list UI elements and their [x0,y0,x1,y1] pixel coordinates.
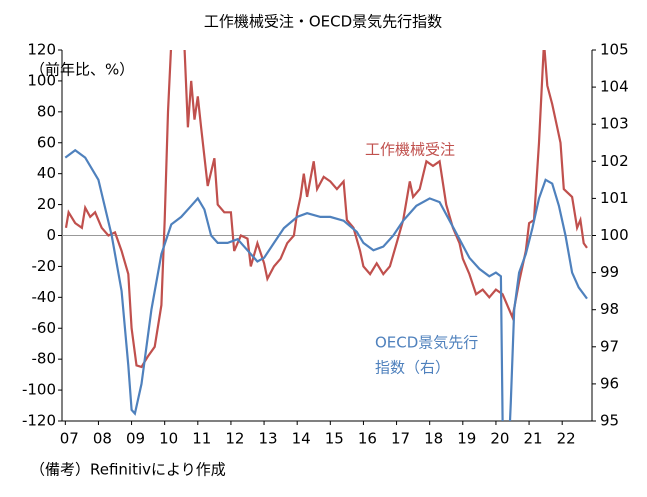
series-line [64,50,588,369]
x-tick-label: 21 [524,430,543,448]
y-tick-label: -20 [32,257,57,275]
y-tick-label: 60 [37,133,56,151]
chart-title: 工作機械受注・OECD景気先行指数 [204,13,442,31]
annotation: 指数（右） [375,359,450,377]
y2-tick-label: 99 [600,263,619,281]
x-tick-label: 18 [424,430,443,448]
y-tick-label: -100 [22,381,56,399]
y-tick-label: -120 [22,412,56,430]
note: （備考）Refinitivにより作成 [30,461,226,479]
y2-tick-label: 101 [600,189,629,207]
y-tick-label: 0 [46,226,56,244]
y2-tick-label: 100 [600,226,629,244]
x-tick-label: 20 [490,430,509,448]
y2-tick-label: 103 [600,115,629,133]
x-tick-label: 22 [557,430,576,448]
y2-tick-label: 96 [600,374,619,392]
x-tick-label: 14 [292,430,311,448]
y2-tick-label: 104 [600,78,629,96]
y-axis-label: （前年比、%） [30,61,134,79]
x-tick-label: 08 [93,430,112,448]
x-tick-label: 15 [325,430,344,448]
y-tick-label: 80 [37,102,56,120]
x-tick-label: 11 [192,430,211,448]
y-tick-label: -40 [32,288,57,306]
y-tick-label: -80 [32,350,57,368]
annotation: OECD景気先行 [375,334,478,352]
y-tick-label: 20 [37,195,56,213]
y2-tick-label: 97 [600,337,619,355]
y2-tick-label: 95 [600,412,619,430]
y2-tick-label: 105 [600,41,629,59]
x-tick-label: 16 [358,430,377,448]
series-line [64,148,588,421]
y-tick-label: 120 [27,41,56,59]
y2-tick-label: 98 [600,300,619,318]
x-tick-label: 13 [259,430,278,448]
y-tick-label: 100 [27,71,56,89]
x-tick-label: 17 [391,430,410,448]
y-tick-label: -60 [32,319,57,337]
x-tick-label: 12 [225,430,244,448]
x-tick-label: 19 [457,430,476,448]
x-tick-label: 09 [126,430,145,448]
y-tick-label: 40 [37,164,56,182]
annotation: 工作機械受注 [365,141,455,159]
y2-tick-label: 102 [600,152,629,170]
x-tick-label: 07 [60,430,79,448]
x-tick-label: 10 [159,430,178,448]
